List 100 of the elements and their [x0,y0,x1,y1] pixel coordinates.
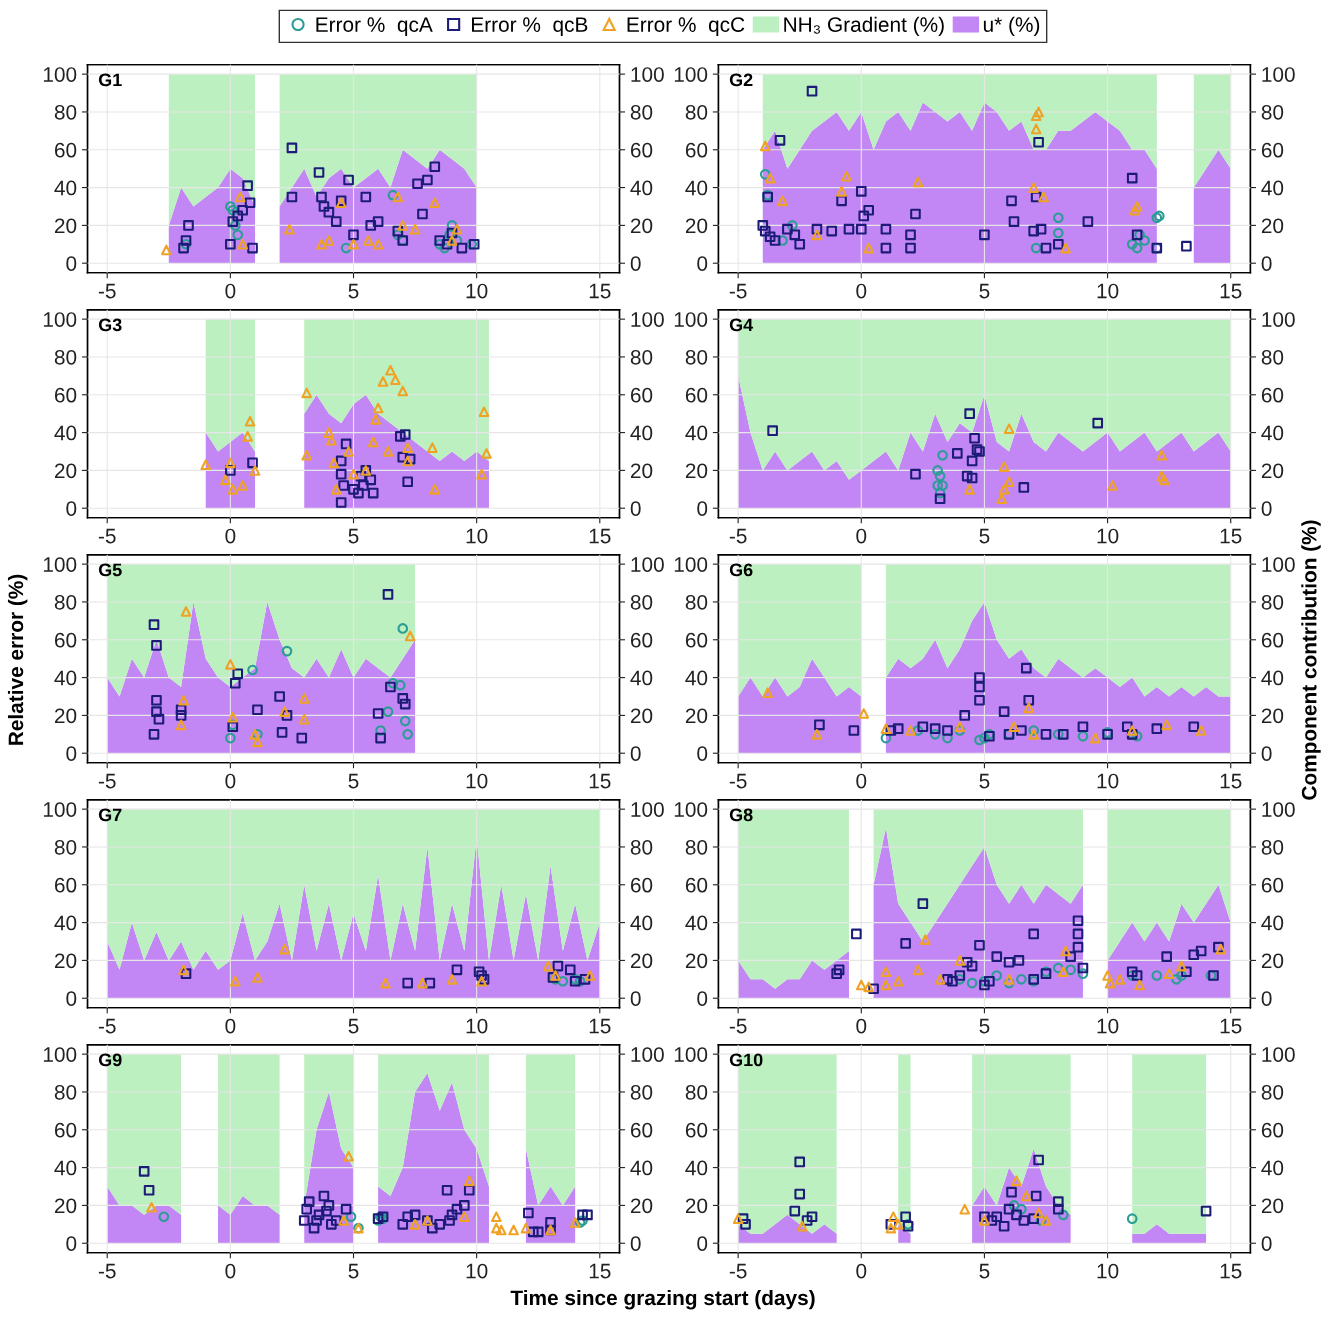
y-tick-label: 80 [54,839,77,855]
y-tick-label: 0 [697,1236,708,1251]
x-tick-label: 0 [225,1263,236,1279]
y2-tick-label: 80 [630,1084,653,1100]
y2-tick-label: 0 [1261,501,1272,516]
y-tick-label: 20 [54,953,77,969]
y-tick-label: 60 [54,632,77,648]
y2-tick-label: 0 [630,501,641,516]
x-tick-label: -5 [729,1018,747,1034]
x-tick-label: 0 [225,1018,236,1034]
x-axis-title: Time since grazing start (days) [510,1289,815,1310]
y2-tick-label: 60 [630,142,653,158]
y-tick-label: 40 [54,670,77,686]
chart-title: G1 [98,73,122,87]
y2-tick-label: 60 [1261,387,1284,403]
y-tick-label: 100 [674,802,708,817]
y-tick-label: 0 [697,256,708,271]
y-tick-label: 100 [674,312,708,327]
x-tick-label: 0 [225,528,236,544]
x-tick-label: 0 [225,773,236,789]
y2-tick-label: 40 [630,670,653,686]
y2-tick-label: 80 [1261,594,1284,610]
x-tick-label: -5 [98,1263,116,1279]
y-tick-label: 100 [43,802,77,817]
y2-tick-label: 40 [1261,425,1284,441]
chart-title: G8 [729,808,753,822]
y2-tick-label: 80 [1261,349,1284,365]
x-tick-label: 5 [348,773,359,789]
y-tick-label: 40 [685,180,708,196]
y2-tick-label: 40 [1261,670,1284,686]
y-tick-label: 60 [685,632,708,648]
y2-tick-label: 80 [1261,1084,1284,1100]
x-tick-label: 5 [348,283,359,299]
y-tick-label: 20 [54,1198,77,1214]
x-tick-label: 15 [589,773,611,789]
y-tick-label: 100 [43,312,77,327]
x-tick-label: 5 [979,283,990,299]
y-tick-label: 80 [685,104,708,120]
y2-tick-label: 100 [631,1047,664,1062]
y-tick-label: 60 [54,142,77,158]
x-tick-label: -5 [98,1018,116,1034]
y2-tick-label: 40 [630,1160,653,1176]
y-tick-label: 0 [697,991,708,1006]
legend-label: Error % qcB [472,17,588,37]
x-tick-label: 10 [466,1263,488,1279]
chart-title: G6 [729,563,753,577]
x-tick-label: 0 [856,528,867,544]
y2-tick-label: 20 [630,953,653,969]
chart-title: G10 [729,1053,763,1067]
y-tick-label: 20 [685,218,708,234]
y2-tick-label: 100 [1262,67,1295,82]
y2-tick-label: 60 [630,632,653,648]
y-tick-label: 40 [685,1160,708,1176]
y-tick-label: 100 [43,67,77,82]
x-tick-label: -5 [98,283,116,299]
y2-tick-label: 60 [630,1122,653,1138]
y2-tick-label: 20 [1261,708,1284,724]
y-tick-label: 0 [697,746,708,761]
y2-tick-label: 0 [630,1236,641,1251]
y2-tick-label: 20 [630,708,653,724]
y2-tick-label: 40 [1261,1160,1284,1176]
y2-tick-label: 40 [1261,180,1284,196]
y-tick-label: 100 [43,557,77,572]
y2-tick-label: 60 [630,877,653,893]
y2-tick-label: 0 [630,991,641,1006]
x-tick-label: 5 [348,1263,359,1279]
x-tick-label: -5 [729,528,747,544]
y-tick-label: 40 [685,425,708,441]
legend-label: NH₃ Gradient (%) [784,16,944,37]
legend-label: Error % qcA [316,17,433,37]
x-tick-label: 15 [589,1018,611,1034]
y-tick-label: 20 [685,1198,708,1214]
y-tick-label: 20 [54,463,77,479]
x-tick-label: 15 [589,528,611,544]
y2-tick-label: 0 [1261,1236,1272,1251]
x-tick-label: -5 [98,773,116,789]
y2-tick-label: 100 [631,557,664,572]
y2-tick-label: 60 [1261,632,1284,648]
y-tick-label: 60 [685,387,708,403]
y2-tick-label: 40 [1261,915,1284,931]
y-tick-label: 80 [54,594,77,610]
y-tick-label: 80 [685,1084,708,1100]
x-tick-label: 5 [979,1018,990,1034]
y2-tick-label: 60 [1261,142,1284,158]
y2-tick-label: 0 [1261,746,1272,761]
chart-title: G7 [98,808,122,822]
y-tick-label: 0 [66,1236,77,1251]
y2-tick-label: 60 [1261,1122,1284,1138]
y-tick-label: 20 [54,218,77,234]
x-tick-label: 15 [589,283,611,299]
x-tick-label: 10 [1097,1263,1119,1279]
y-tick-label: 20 [685,953,708,969]
x-tick-label: 5 [979,773,990,789]
x-tick-label: 5 [979,528,990,544]
y-tick-label: 80 [54,104,77,120]
y2-tick-label: 60 [630,387,653,403]
x-tick-label: 15 [1220,283,1242,299]
chart-title: G3 [98,318,122,332]
y2-tick-label: 0 [630,256,641,271]
x-tick-label: 0 [856,283,867,299]
